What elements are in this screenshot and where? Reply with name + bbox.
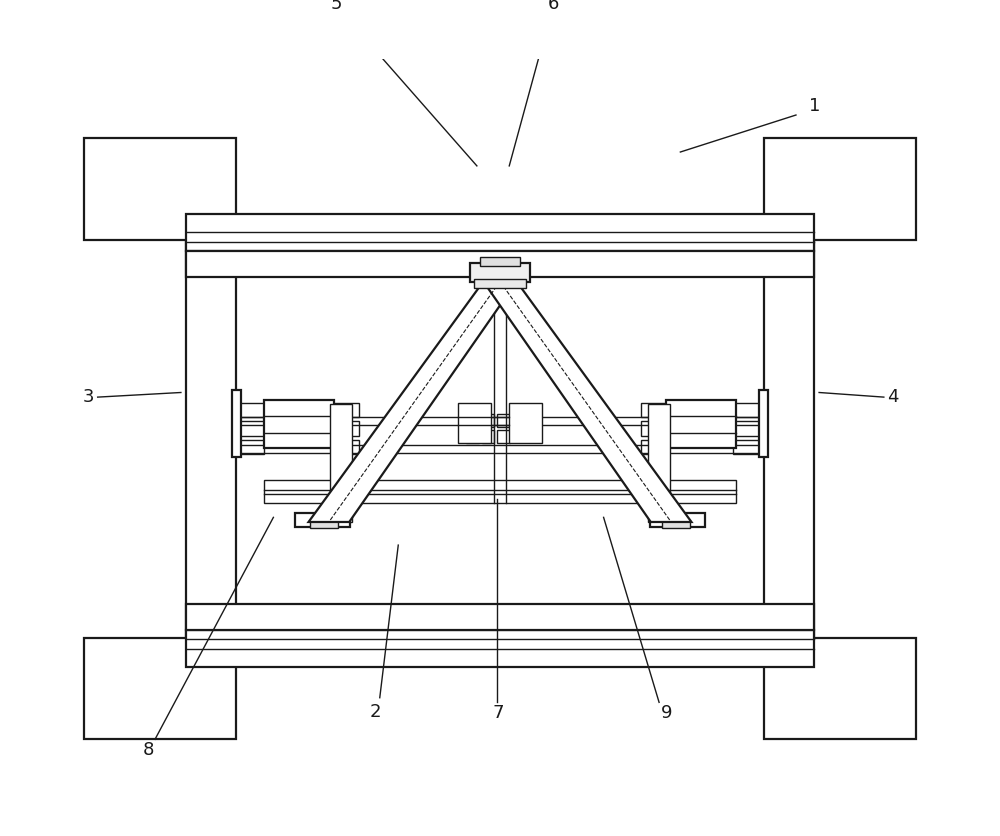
Bar: [641, 440, 668, 455]
Bar: [764, 638, 916, 739]
Bar: [466, 414, 479, 426]
Bar: [482, 414, 494, 426]
Bar: [480, 257, 520, 266]
Bar: [641, 403, 668, 417]
Bar: [186, 604, 814, 630]
Bar: [186, 240, 236, 647]
Bar: [733, 403, 761, 417]
Bar: [236, 403, 264, 417]
Bar: [474, 278, 526, 288]
Bar: [482, 431, 494, 443]
Bar: [236, 421, 264, 436]
Bar: [236, 440, 264, 455]
Bar: [650, 512, 705, 527]
Bar: [733, 440, 761, 455]
Polygon shape: [309, 282, 517, 522]
Bar: [232, 390, 241, 457]
Bar: [186, 251, 814, 277]
Bar: [470, 263, 530, 282]
Bar: [759, 390, 768, 457]
Bar: [497, 414, 510, 426]
Bar: [648, 404, 670, 522]
Bar: [295, 512, 350, 527]
Bar: [332, 403, 359, 417]
Text: 2: 2: [369, 702, 381, 721]
Text: 4: 4: [887, 388, 899, 406]
Bar: [733, 421, 761, 436]
Text: 5: 5: [331, 0, 342, 13]
Bar: [330, 404, 352, 522]
Bar: [458, 403, 491, 443]
Text: 6: 6: [548, 0, 559, 13]
Bar: [509, 403, 542, 443]
Bar: [84, 138, 236, 240]
Bar: [332, 421, 359, 436]
Polygon shape: [483, 282, 691, 522]
Bar: [310, 521, 338, 528]
Text: 7: 7: [492, 705, 504, 722]
Text: 8: 8: [143, 742, 154, 759]
Bar: [264, 481, 736, 503]
Bar: [186, 214, 814, 251]
Bar: [764, 240, 814, 647]
Bar: [84, 638, 236, 739]
Bar: [264, 400, 334, 448]
Bar: [764, 138, 916, 240]
Bar: [497, 431, 510, 443]
Text: 1: 1: [809, 97, 820, 115]
Bar: [332, 440, 359, 455]
Bar: [666, 400, 736, 448]
Bar: [662, 521, 690, 528]
Text: 3: 3: [83, 388, 94, 406]
Text: 9: 9: [661, 705, 672, 722]
Bar: [466, 431, 479, 443]
Bar: [641, 421, 668, 436]
Bar: [186, 630, 814, 667]
